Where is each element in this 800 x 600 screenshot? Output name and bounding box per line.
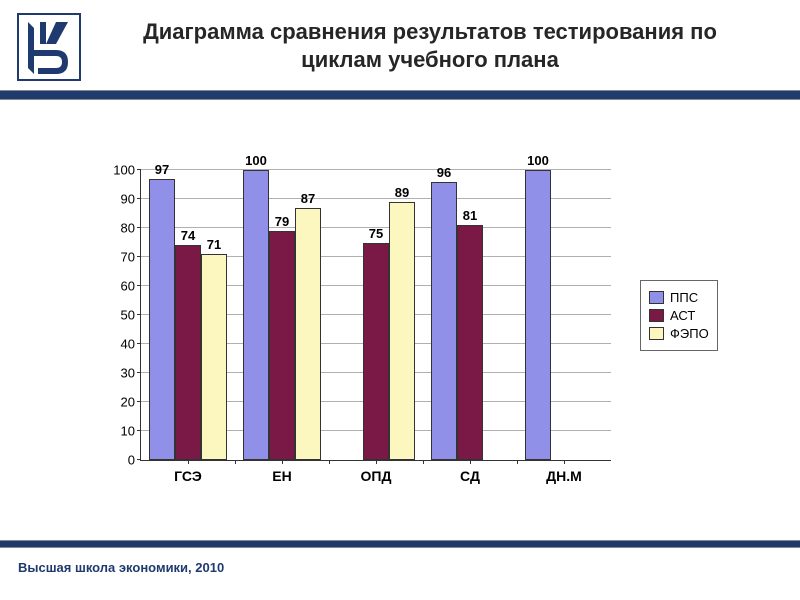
divider-top: [0, 90, 800, 100]
bar-value-label: 75: [369, 226, 383, 241]
logo: [16, 12, 82, 87]
title-block: Диаграмма сравнения результатов тестиров…: [100, 18, 760, 73]
footer-text: Высшая школа экономики, 2010: [18, 560, 224, 575]
bar-value-label: 89: [395, 185, 409, 200]
y-tick-label: 10: [121, 424, 141, 439]
bar: [243, 170, 269, 460]
bar-value-label: 100: [245, 153, 267, 168]
bar: [431, 182, 457, 460]
y-tick-label: 30: [121, 366, 141, 381]
divider-bottom: [0, 540, 800, 548]
y-tick-label: 60: [121, 279, 141, 294]
legend-label: АСТ: [670, 308, 695, 323]
bar-value-label: 100: [527, 153, 549, 168]
page-title: Диаграмма сравнения результатов тестиров…: [100, 18, 760, 73]
bar: [457, 225, 483, 460]
x-axis-label: ДН.М: [546, 460, 582, 484]
bar-value-label: 96: [437, 165, 451, 180]
y-tick-label: 50: [121, 308, 141, 323]
bar: [389, 202, 415, 460]
y-tick-label: 20: [121, 395, 141, 410]
y-tick-label: 70: [121, 250, 141, 265]
bar-value-label: 97: [155, 162, 169, 177]
bar-value-label: 71: [207, 237, 221, 252]
chart-legend: ППС АСТ ФЭПО: [640, 280, 718, 351]
bar-value-label: 87: [301, 191, 315, 206]
bar: [175, 245, 201, 460]
bar-value-label: 81: [463, 208, 477, 223]
y-tick-label: 40: [121, 337, 141, 352]
legend-item: ФЭПО: [649, 326, 709, 341]
legend-swatch: [649, 309, 664, 322]
bar: [149, 179, 175, 460]
bar: [269, 231, 295, 460]
x-axis-label: ГСЭ: [174, 460, 202, 484]
x-tick: [329, 460, 330, 464]
bar: [363, 243, 389, 461]
legend-swatch: [649, 327, 664, 340]
bar: [295, 208, 321, 460]
slide: Диаграмма сравнения результатов тестиров…: [0, 0, 800, 600]
bar: [525, 170, 551, 460]
y-tick-label: 0: [128, 453, 141, 468]
legend-label: ППС: [670, 290, 698, 305]
x-tick: [517, 460, 518, 464]
x-axis-label: ОПД: [361, 460, 392, 484]
bar-value-label: 74: [181, 228, 195, 243]
x-axis-label: ЕН: [272, 460, 291, 484]
chart-plot: 0102030405060708090100977471ГСЭ1007987ЕН…: [140, 170, 611, 461]
y-tick-label: 80: [121, 221, 141, 236]
y-tick-label: 100: [113, 163, 141, 178]
legend-item: АСТ: [649, 308, 709, 323]
x-axis-label: СД: [460, 460, 480, 484]
legend-label: ФЭПО: [670, 326, 709, 341]
x-tick: [423, 460, 424, 464]
y-tick-label: 90: [121, 192, 141, 207]
bar: [201, 254, 227, 460]
legend-item: ППС: [649, 290, 709, 305]
legend-swatch: [649, 291, 664, 304]
bar-value-label: 79: [275, 214, 289, 229]
x-tick: [235, 460, 236, 464]
